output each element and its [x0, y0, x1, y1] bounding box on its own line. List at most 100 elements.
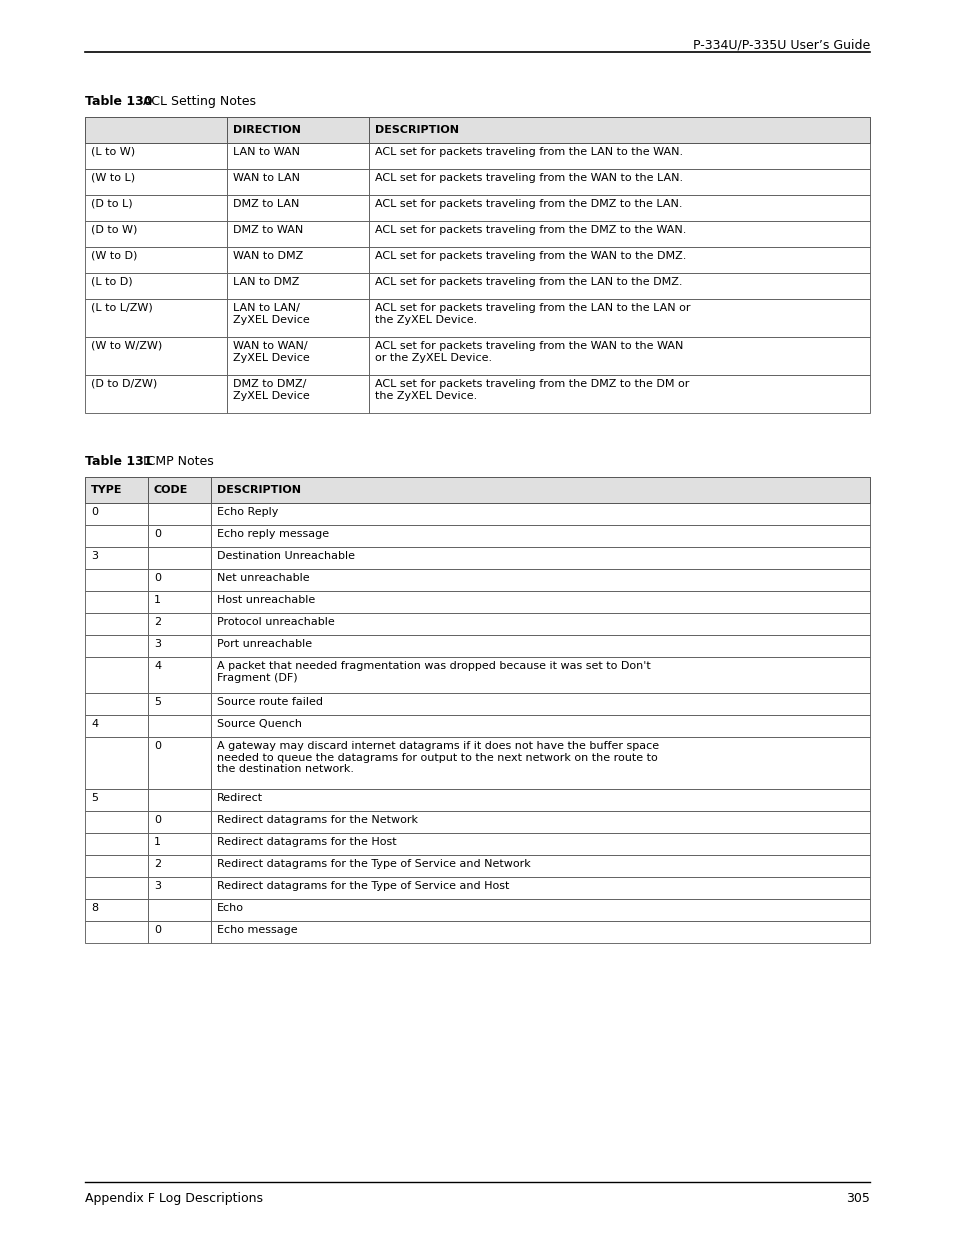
Bar — [85, 143, 227, 169]
Bar — [85, 195, 227, 221]
Text: Protocol unreachable: Protocol unreachable — [216, 618, 335, 627]
Text: DMZ to LAN: DMZ to LAN — [233, 199, 299, 209]
Text: 0: 0 — [91, 508, 98, 517]
Text: (W to W/ZW): (W to W/ZW) — [91, 341, 162, 351]
Text: CODE: CODE — [153, 485, 188, 495]
Bar — [85, 789, 148, 811]
Text: 8: 8 — [91, 903, 98, 913]
Bar — [85, 635, 148, 657]
Bar — [211, 525, 869, 547]
Text: (D to W): (D to W) — [91, 225, 137, 235]
Text: LAN to WAN: LAN to WAN — [233, 147, 299, 157]
Text: ACL set for packets traveling from the DMZ to the DM or
the ZyXEL Device.: ACL set for packets traveling from the D… — [375, 379, 689, 400]
Text: 0: 0 — [153, 815, 161, 825]
Text: 5: 5 — [91, 793, 98, 803]
Bar — [211, 832, 869, 855]
Text: ACL set for packets traveling from the LAN to the DMZ.: ACL set for packets traveling from the L… — [375, 277, 681, 287]
Bar — [227, 195, 369, 221]
Bar — [369, 143, 869, 169]
Bar — [148, 657, 211, 693]
Bar — [227, 337, 369, 375]
Text: Redirect datagrams for the Type of Service and Host: Redirect datagrams for the Type of Servi… — [216, 881, 509, 890]
Text: Echo reply message: Echo reply message — [216, 529, 329, 538]
Bar — [85, 547, 148, 569]
Bar — [85, 247, 227, 273]
Bar — [85, 299, 227, 337]
Bar — [211, 877, 869, 899]
Bar — [369, 195, 869, 221]
Text: LAN to DMZ: LAN to DMZ — [233, 277, 299, 287]
Bar — [148, 569, 211, 592]
Bar — [211, 635, 869, 657]
Text: DIRECTION: DIRECTION — [233, 125, 300, 135]
Bar — [211, 921, 869, 944]
Text: 4: 4 — [91, 719, 98, 729]
Text: 3: 3 — [153, 881, 161, 890]
Text: ACL set for packets traveling from the WAN to the WAN
or the ZyXEL Device.: ACL set for packets traveling from the W… — [375, 341, 682, 363]
Bar — [211, 503, 869, 525]
Bar — [211, 693, 869, 715]
Bar — [369, 117, 869, 143]
Bar — [227, 117, 369, 143]
Bar — [227, 247, 369, 273]
Bar — [148, 832, 211, 855]
Text: Redirect: Redirect — [216, 793, 263, 803]
Bar — [85, 569, 148, 592]
Bar — [85, 503, 148, 525]
Bar — [211, 715, 869, 737]
Bar — [211, 737, 869, 789]
Text: WAN to DMZ: WAN to DMZ — [233, 251, 303, 261]
Text: ACL set for packets traveling from the DMZ to the LAN.: ACL set for packets traveling from the D… — [375, 199, 681, 209]
Bar — [148, 811, 211, 832]
Bar — [211, 811, 869, 832]
Text: Echo message: Echo message — [216, 925, 297, 935]
Text: A gateway may discard internet datagrams if it does not have the buffer space
ne: A gateway may discard internet datagrams… — [216, 741, 659, 774]
Text: 0: 0 — [153, 573, 161, 583]
Text: Echo Reply: Echo Reply — [216, 508, 278, 517]
Text: Redirect datagrams for the Type of Service and Network: Redirect datagrams for the Type of Servi… — [216, 860, 530, 869]
Bar — [148, 921, 211, 944]
Text: LAN to LAN/
ZyXEL Device: LAN to LAN/ ZyXEL Device — [233, 303, 310, 325]
Bar — [85, 525, 148, 547]
Text: 5: 5 — [153, 697, 161, 706]
Text: 3: 3 — [153, 638, 161, 650]
Bar — [148, 635, 211, 657]
Text: DMZ to WAN: DMZ to WAN — [233, 225, 303, 235]
Bar — [85, 337, 227, 375]
Text: Host unreachable: Host unreachable — [216, 595, 314, 605]
Bar — [148, 855, 211, 877]
Bar — [369, 337, 869, 375]
Text: ACL set for packets traveling from the WAN to the DMZ.: ACL set for packets traveling from the W… — [375, 251, 685, 261]
Bar — [148, 477, 211, 503]
Text: 0: 0 — [153, 741, 161, 751]
Text: Port unreachable: Port unreachable — [216, 638, 312, 650]
Bar — [85, 715, 148, 737]
Bar — [85, 592, 148, 613]
Text: (L to W): (L to W) — [91, 147, 135, 157]
Bar — [148, 613, 211, 635]
Bar — [369, 169, 869, 195]
Bar — [227, 143, 369, 169]
Text: 0: 0 — [153, 925, 161, 935]
Text: (D to L): (D to L) — [91, 199, 132, 209]
Bar — [148, 789, 211, 811]
Bar — [148, 503, 211, 525]
Text: Echo: Echo — [216, 903, 244, 913]
Bar — [211, 657, 869, 693]
Bar — [85, 273, 227, 299]
Bar — [369, 273, 869, 299]
Text: ACL set for packets traveling from the LAN to the WAN.: ACL set for packets traveling from the L… — [375, 147, 682, 157]
Text: (L to L/ZW): (L to L/ZW) — [91, 303, 152, 312]
Text: DESCRIPTION: DESCRIPTION — [216, 485, 301, 495]
Text: (W to L): (W to L) — [91, 173, 135, 183]
Text: Appendix F Log Descriptions: Appendix F Log Descriptions — [85, 1192, 263, 1205]
Text: 1: 1 — [153, 595, 161, 605]
Bar — [148, 592, 211, 613]
Bar — [211, 477, 869, 503]
Text: TYPE: TYPE — [91, 485, 122, 495]
Bar — [211, 613, 869, 635]
Bar — [148, 525, 211, 547]
Bar — [148, 715, 211, 737]
Text: P-334U/P-335U User’s Guide: P-334U/P-335U User’s Guide — [692, 38, 869, 51]
Bar — [211, 789, 869, 811]
